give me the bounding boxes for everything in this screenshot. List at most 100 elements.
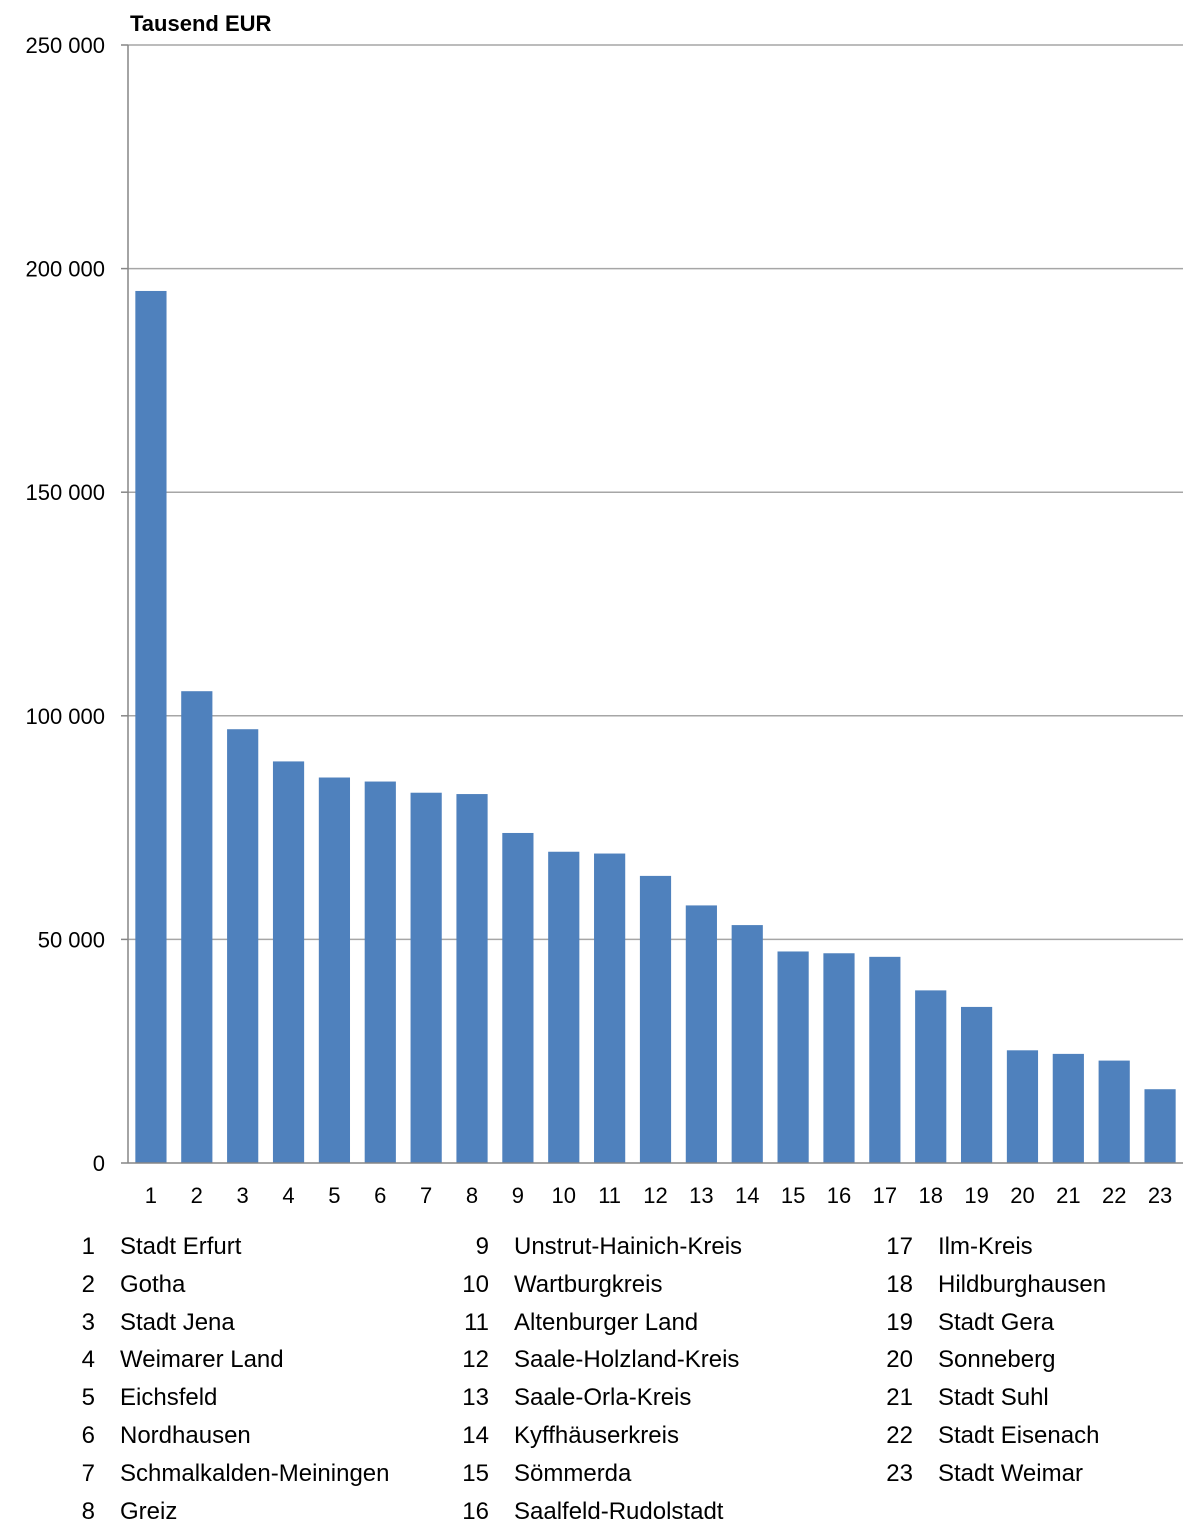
x-tick-label: 6 [374, 1183, 386, 1208]
legend-item: 11 Altenburger Land [0, 1309, 1183, 1339]
legend-item: 17 Ilm-Kreis [0, 1233, 1183, 1263]
legend-item: 2 Gotha [0, 1271, 1183, 1301]
x-tick-label: 5 [328, 1183, 340, 1208]
legend-item: 20 Sonneberg [0, 1346, 1183, 1376]
bar-7 [410, 792, 442, 1163]
y-tick-label: 200 000 [25, 257, 105, 282]
x-tick-label: 17 [873, 1183, 897, 1208]
legend-number: 22 [886, 1422, 913, 1449]
legend-label: Unstrut-Hainich-Kreis [514, 1233, 743, 1260]
legend-item: 3 Stadt Jena [0, 1309, 1183, 1339]
legend-item: 4 Weimarer Land [0, 1346, 1183, 1376]
legend-number: 16 [462, 1497, 489, 1525]
x-tick-label: 10 [552, 1183, 576, 1208]
x-tick-label: 22 [1102, 1183, 1126, 1208]
bar-1 [135, 290, 167, 1164]
bar-16 [823, 953, 855, 1163]
bar-18 [915, 990, 947, 1163]
legend-number: 9 [475, 1233, 489, 1260]
legend-number: 2 [81, 1270, 95, 1298]
bar-12 [639, 875, 672, 1163]
x-tick-label: 9 [512, 1183, 524, 1208]
x-tick-label: 23 [1148, 1183, 1172, 1208]
legend: 1 Stadt Erfurt 2 Gotha 3 Stadt Jena 4 Weimarer … [0, 1228, 1183, 1525]
legend-item: 12 Saale-Holzland-Kreis [0, 1346, 1183, 1376]
legend-number: 13 [462, 1384, 489, 1412]
x-tick-label: 18 [918, 1183, 942, 1208]
legend-label: Stadt Jena [120, 1308, 235, 1336]
x-tick-label: 21 [1056, 1183, 1080, 1208]
legend-label: Stadt Eisenach [938, 1422, 1100, 1449]
x-tick-label: 8 [466, 1183, 478, 1208]
x-axis-ticks: 1 2 3 4 5 6 7 8 9 10 11 12 13 14 15 16 17 18 19 20 21 22 23 [145, 1183, 1172, 1208]
legend-number: 6 [81, 1422, 95, 1449]
legend-number: 18 [886, 1270, 913, 1298]
bar-22 [1098, 1060, 1130, 1163]
legend-number: 21 [886, 1384, 913, 1412]
legend-item: 23 Stadt Weimar [0, 1460, 1183, 1490]
legend-label: Altenburger Land [514, 1308, 699, 1336]
legend-number: 1 [81, 1233, 95, 1260]
legend-label: Saale-Orla-Kreis [514, 1384, 692, 1412]
legend-number: 15 [462, 1459, 489, 1487]
legend-number: 11 [464, 1308, 489, 1336]
legend-number: 4 [81, 1346, 95, 1374]
legend-item: 7 Schmalkalden-Meiningen [0, 1460, 1183, 1490]
bar-8 [456, 794, 488, 1163]
x-tick-label: 19 [964, 1183, 988, 1208]
bar-23 [1144, 1089, 1176, 1163]
legend-label: Wartburgkreis [514, 1270, 663, 1298]
gridlines [128, 44, 1183, 941]
x-tick-label: 3 [237, 1183, 249, 1208]
legend-number: 7 [81, 1459, 95, 1487]
bar-21 [1052, 1053, 1084, 1163]
y-tick-label: 250 000 [25, 33, 105, 58]
x-tick-label: 16 [827, 1183, 851, 1208]
legend-label: Sömmerda [514, 1459, 632, 1487]
y-tick-label: 50 000 [38, 927, 105, 952]
legend-item: 15 Sömmerda [0, 1460, 1183, 1490]
legend-item: 9 Unstrut-Hainich-Kreis [0, 1233, 1183, 1263]
bar-5 [318, 777, 351, 1163]
legend-number: 14 [462, 1422, 489, 1449]
y-axis-ticks: 0 50 000 100 000 150 000 200 000 250 000 [25, 33, 128, 1176]
legend-item: 22 Stadt Eisenach [0, 1422, 1183, 1452]
bar-4 [272, 761, 305, 1163]
legend-number: 8 [81, 1497, 95, 1525]
legend-number: 5 [81, 1384, 95, 1412]
x-tick-label: 2 [191, 1183, 203, 1208]
x-tick-label: 13 [689, 1183, 713, 1208]
bar-2 [181, 691, 213, 1163]
legend-label: Ilm-Kreis [938, 1233, 1033, 1260]
y-tick-label: 0 [93, 1151, 105, 1176]
legend-label: Saale-Holzland-Kreis [514, 1346, 740, 1374]
bar-9 [502, 832, 534, 1163]
legend-label: Schmalkalden-Meiningen [120, 1459, 390, 1487]
legend-item: 6 Nordhausen [0, 1422, 1183, 1452]
x-tick-label: 20 [1010, 1183, 1034, 1208]
bar-19 [960, 1006, 993, 1163]
legend-item: 14 Kyffhäuserkreis [0, 1422, 1183, 1452]
legend-label: Eichsfeld [120, 1384, 218, 1412]
legend-number: 23 [886, 1459, 913, 1487]
legend-item: 16 Saalfeld-Rudolstadt [0, 1498, 1183, 1528]
legend-number: 10 [462, 1270, 489, 1298]
legend-label: Stadt Erfurt [120, 1233, 242, 1260]
bar-17 [869, 956, 901, 1163]
legend-label: Weimarer Land [120, 1346, 284, 1374]
bar-6 [364, 781, 396, 1163]
bar-11 [594, 853, 626, 1163]
x-tick-label: 14 [735, 1183, 759, 1208]
bar-15 [777, 951, 809, 1163]
legend-item: 21 Stadt Suhl [0, 1384, 1183, 1414]
legend-number: 17 [886, 1233, 913, 1260]
x-tick-label: 11 [598, 1183, 621, 1208]
legend-label: Saalfeld-Rudolstadt [514, 1497, 724, 1525]
legend-item: 5 Eichsfeld [0, 1384, 1183, 1414]
legend-item: 19 Stadt Gera [0, 1309, 1183, 1339]
x-tick-label: 7 [420, 1183, 432, 1208]
legend-number: 12 [462, 1346, 489, 1374]
legend-label: Stadt Suhl [938, 1384, 1049, 1412]
legend-label: Nordhausen [120, 1422, 251, 1449]
bar-13 [685, 905, 717, 1163]
